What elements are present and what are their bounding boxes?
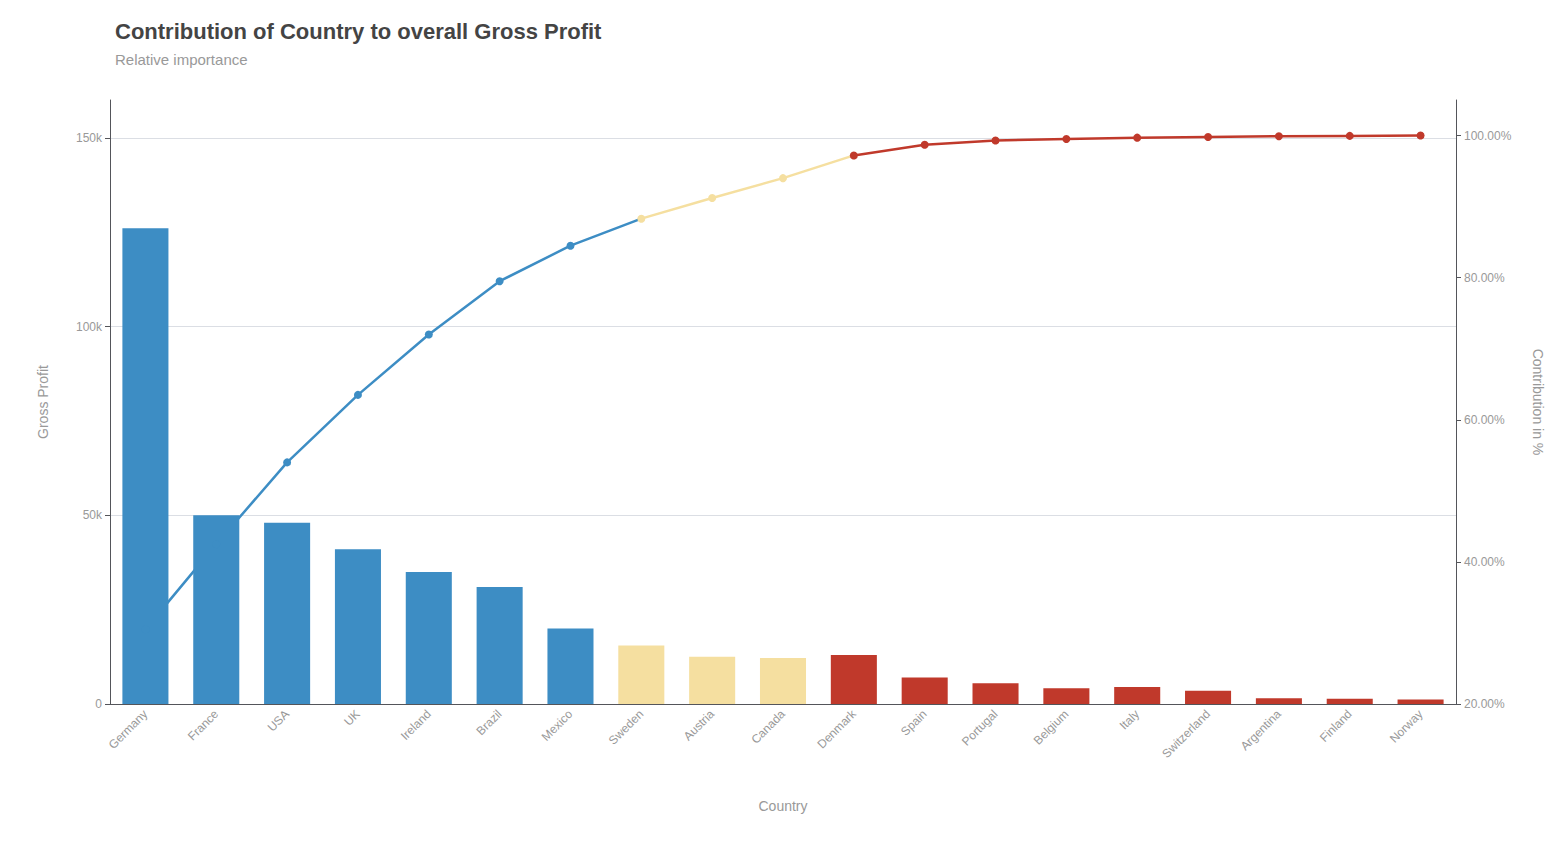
svg-text:Gross Profit: Gross Profit: [35, 365, 51, 439]
svg-text:France: France: [185, 707, 222, 744]
svg-text:USA: USA: [265, 707, 292, 734]
svg-text:Portugal: Portugal: [959, 707, 1000, 748]
svg-text:Canada: Canada: [748, 707, 788, 747]
svg-text:150k: 150k: [76, 131, 103, 145]
svg-text:Belgium: Belgium: [1031, 707, 1072, 748]
svg-text:Contribution in %: Contribution in %: [1530, 349, 1546, 456]
svg-text:0: 0: [95, 697, 102, 711]
svg-text:Italy: Italy: [1117, 707, 1142, 732]
svg-text:Sweden: Sweden: [606, 707, 647, 748]
svg-text:Ireland: Ireland: [398, 707, 434, 743]
svg-text:Contribution of Country to ove: Contribution of Country to overall Gross…: [115, 19, 602, 44]
svg-text:Spain: Spain: [898, 707, 930, 739]
svg-text:20.00%: 20.00%: [1464, 697, 1505, 711]
svg-text:40.00%: 40.00%: [1464, 555, 1505, 569]
svg-text:100k: 100k: [76, 320, 103, 334]
svg-text:Finland: Finland: [1317, 707, 1355, 745]
svg-text:50k: 50k: [83, 508, 103, 522]
svg-text:100.00%: 100.00%: [1464, 129, 1512, 143]
svg-text:60.00%: 60.00%: [1464, 413, 1505, 427]
svg-text:Germany: Germany: [106, 707, 151, 752]
svg-text:Mexico: Mexico: [539, 707, 576, 744]
svg-text:Switzerland: Switzerland: [1159, 707, 1213, 761]
svg-text:Austria: Austria: [681, 707, 718, 744]
svg-text:Denmark: Denmark: [815, 706, 860, 751]
svg-text:Brazil: Brazil: [473, 707, 504, 738]
svg-text:Relative importance: Relative importance: [115, 51, 248, 68]
svg-text:80.00%: 80.00%: [1464, 271, 1505, 285]
svg-text:Norway: Norway: [1387, 707, 1426, 746]
svg-text:Country: Country: [758, 798, 807, 814]
svg-text:Argentina: Argentina: [1238, 707, 1284, 753]
svg-text:UK: UK: [341, 707, 363, 729]
